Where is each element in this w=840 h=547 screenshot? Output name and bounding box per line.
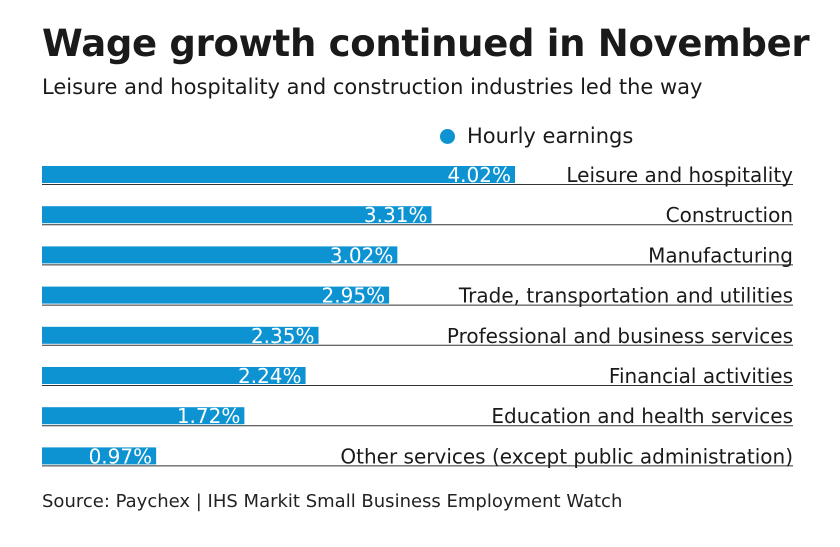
chart-legend: Hourly earnings xyxy=(440,124,633,148)
category-label: Education and health services xyxy=(491,404,793,428)
category-label: Trade, transportation and utilities xyxy=(458,284,793,308)
bar xyxy=(42,407,245,425)
category-label: Construction xyxy=(666,203,793,227)
bar-value-label: 0.97% xyxy=(89,444,153,468)
bar-value-label: 3.02% xyxy=(330,243,394,267)
bar-value-label: 2.24% xyxy=(238,364,302,388)
category-label: Manufacturing xyxy=(648,243,793,267)
bar xyxy=(42,447,157,465)
bar-value-label: 1.72% xyxy=(177,404,241,428)
category-label: Professional and business services xyxy=(447,324,793,348)
bar xyxy=(42,246,398,264)
bar xyxy=(42,206,432,224)
chart-subtitle: Leisure and hospitality and construction… xyxy=(42,75,703,99)
bar-value-label: 4.02% xyxy=(447,163,511,187)
source-note: Source: Paychex | IHS Markit Small Busin… xyxy=(42,491,623,512)
bar xyxy=(42,166,515,183)
category-label: Leisure and hospitality xyxy=(566,163,793,187)
legend-swatch xyxy=(440,129,455,144)
bar-value-label: 2.35% xyxy=(251,324,315,348)
bar-value-label: 2.95% xyxy=(322,284,386,308)
bar xyxy=(42,286,390,304)
category-label: Other services (except public administra… xyxy=(340,444,793,468)
bar xyxy=(42,367,306,384)
category-label: Financial activities xyxy=(609,364,793,388)
bar-value-label: 3.31% xyxy=(364,203,428,227)
bar xyxy=(42,326,319,344)
legend-label: Hourly earnings xyxy=(467,124,634,148)
chart-title: Wage growth continued in November xyxy=(42,22,810,65)
